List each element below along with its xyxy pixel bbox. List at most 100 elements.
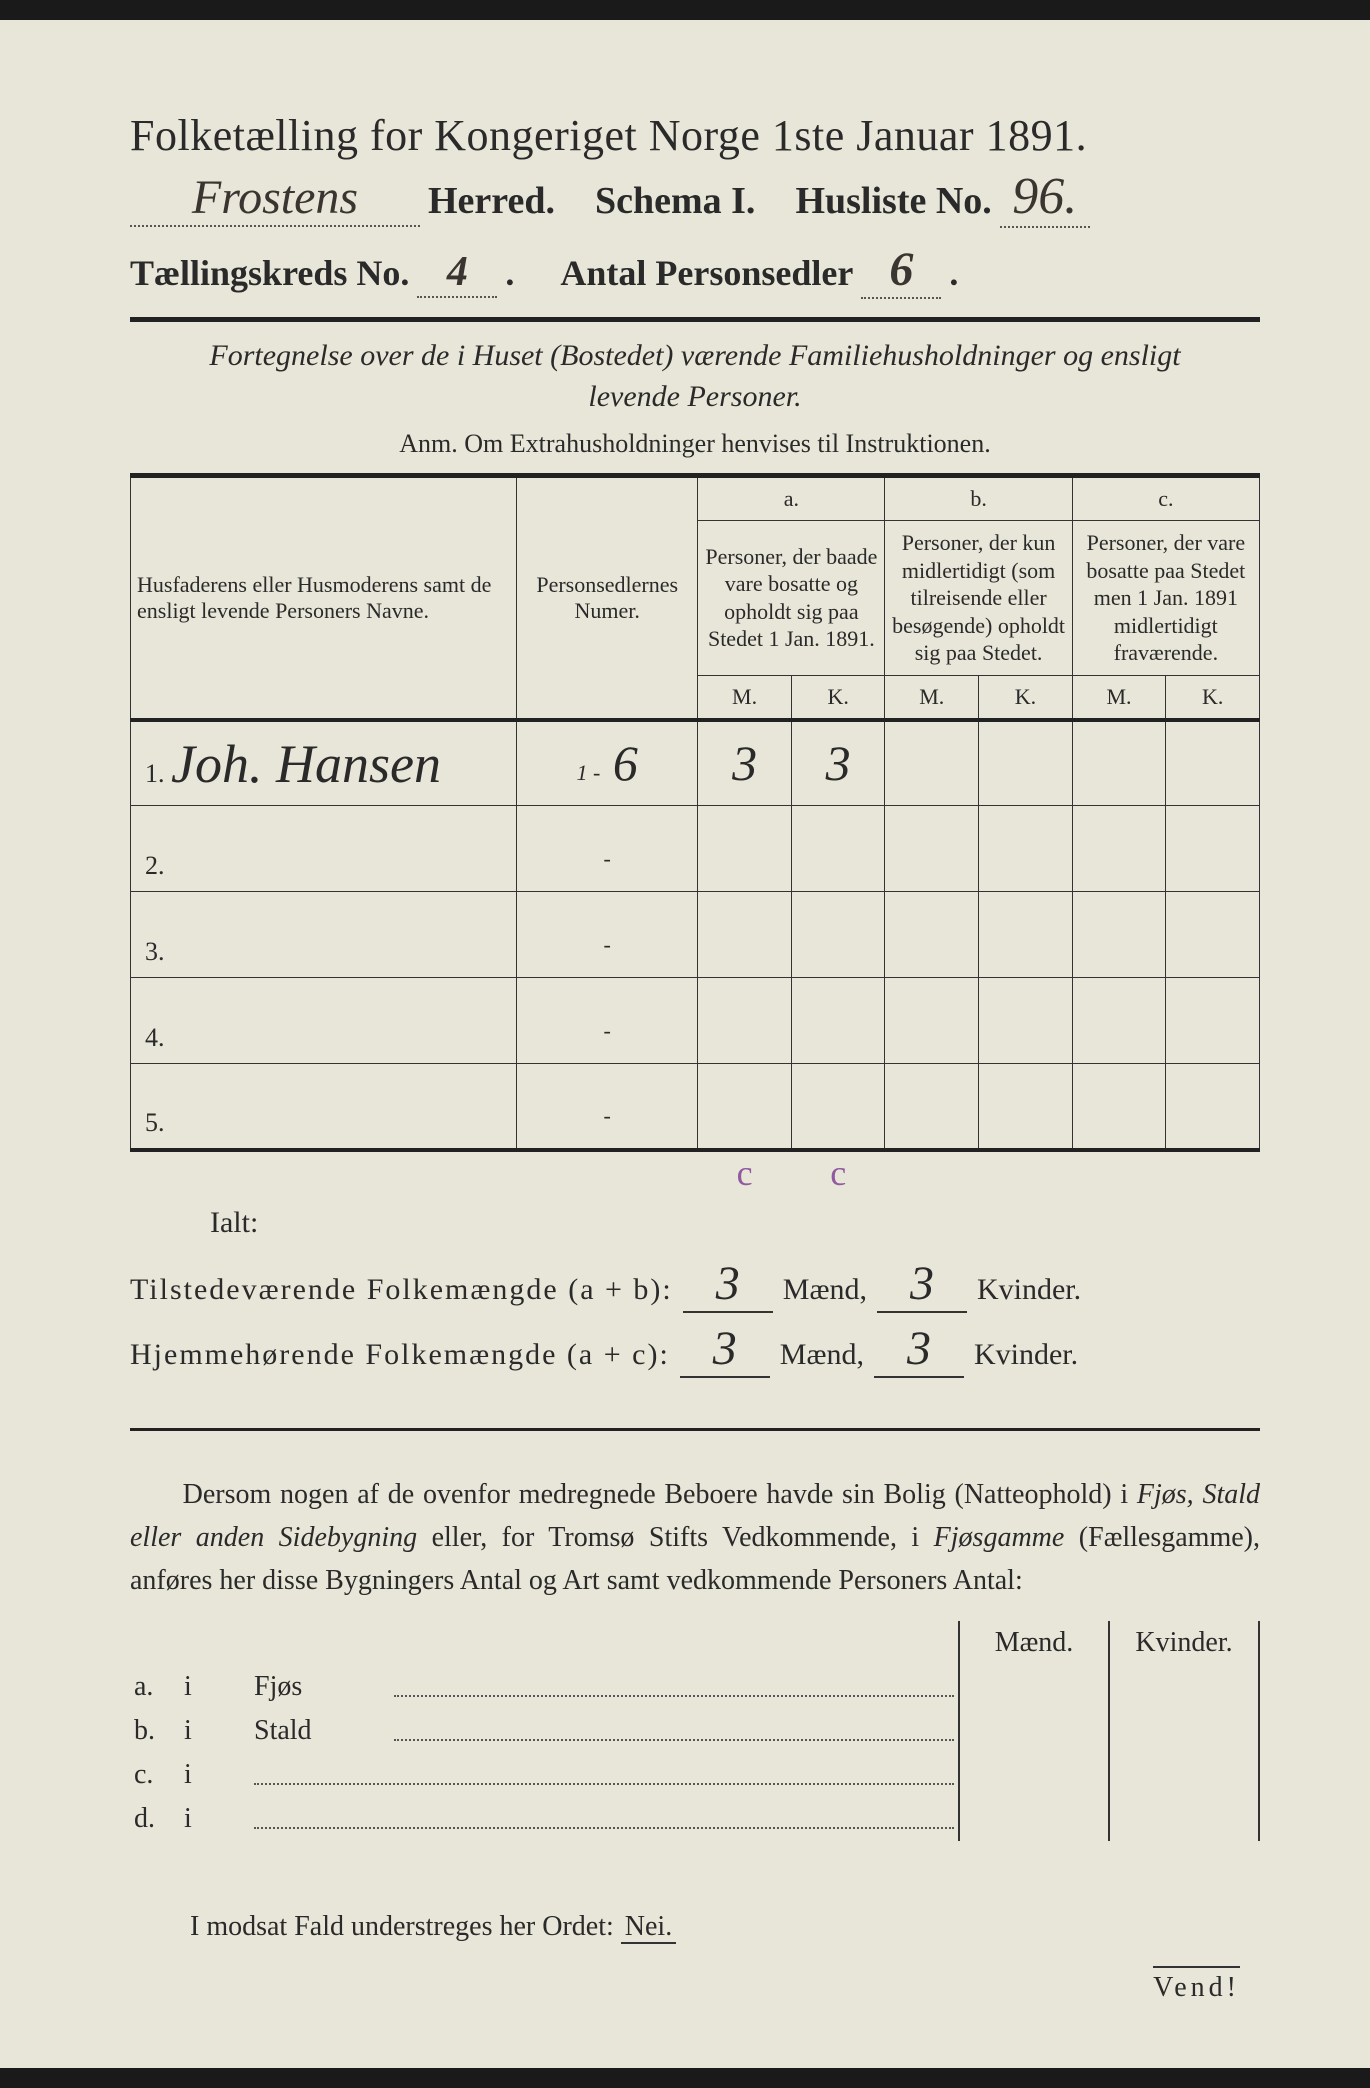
cell <box>1166 978 1260 1064</box>
ialt-label: Ialt: <box>210 1206 1260 1240</box>
col-b-head: b. <box>885 476 1072 521</box>
table-row: 5. - <box>131 1064 1260 1150</box>
dotted-line <box>394 1721 954 1741</box>
ob-kvinder-head: Kvinder. <box>1109 1621 1259 1665</box>
dotted-line <box>254 1809 954 1829</box>
ob-letter: b. <box>130 1709 180 1753</box>
husliste-value: 96. <box>1000 167 1090 228</box>
dotted-line <box>254 1765 954 1785</box>
cell-ck <box>1166 720 1260 806</box>
cell <box>979 806 1073 892</box>
cell-bk <box>979 720 1073 806</box>
schema-label: Schema I. <box>595 179 755 223</box>
tilstede-label: Tilstedeværende Folkemængde (a + b): <box>130 1273 673 1307</box>
ob-name: Fjøs <box>250 1665 390 1709</box>
col-a-head: a. <box>698 476 885 521</box>
personsedler-label: Antal Personsedler <box>560 252 853 294</box>
dersom-it2: Fjøsgamme <box>934 1522 1065 1553</box>
num-prefix: - <box>604 846 611 871</box>
ob-k <box>1109 1753 1259 1797</box>
dotted-line <box>394 1677 954 1697</box>
census-form-page: Folketælling for Kongeriget Norge 1ste J… <box>0 20 1370 2068</box>
kvinder-label: Kvinder. <box>977 1273 1081 1307</box>
modsat-text: I modsat Fald understreges her Ordet: <box>190 1911 621 1942</box>
cell <box>698 892 792 978</box>
col-name-text: Husfaderens eller Husmoderens samt de en… <box>137 572 491 623</box>
ob-m <box>959 1797 1109 1841</box>
vend-label: Vend! <box>1153 1966 1240 2004</box>
ob-k <box>1109 1709 1259 1753</box>
row-name: Joh. Hansen <box>171 734 441 794</box>
cell <box>1072 806 1166 892</box>
col-name-header: Husfaderens eller Husmoderens samt de en… <box>131 476 517 720</box>
row-num-cell: - <box>517 978 698 1064</box>
col-a-m: M. <box>698 675 792 720</box>
cell <box>791 978 885 1064</box>
ob-i: i <box>180 1797 250 1841</box>
check-mark: c <box>698 1150 792 1194</box>
col-b-k: K. <box>979 675 1073 720</box>
table-row: 1. Joh. Hansen 1 - 6 3 3 <box>131 720 1260 806</box>
cell <box>698 1064 792 1150</box>
cell <box>885 1064 979 1150</box>
cell <box>1166 1064 1260 1150</box>
ob-k <box>1109 1665 1259 1709</box>
col-c-m: M. <box>1072 675 1166 720</box>
cell <box>791 892 885 978</box>
divider <box>130 1428 1260 1431</box>
row-number: 1. <box>145 759 165 788</box>
cell-ak: 3 <box>791 720 885 806</box>
cell <box>698 806 792 892</box>
ob-k <box>1109 1797 1259 1841</box>
dersom-t2: eller, for Tromsø Stifts Vedkommende, i <box>417 1522 934 1553</box>
num-prefix: - <box>604 932 611 957</box>
kvinder-label: Kvinder. <box>974 1338 1078 1372</box>
table-row: 2. - <box>131 806 1260 892</box>
nei-word: Nei. <box>621 1911 676 1944</box>
dersom-paragraph: Dersom nogen af de ovenfor medregnede Be… <box>130 1473 1260 1603</box>
ob-maend-head: Mænd. <box>959 1621 1109 1665</box>
row-num-cell: - <box>517 892 698 978</box>
check-mark: c <box>791 1150 885 1194</box>
row-num-cell: - <box>517 806 698 892</box>
divider <box>130 317 1260 322</box>
cell <box>1072 978 1166 1064</box>
row-number: 4. <box>131 978 517 1064</box>
maend-label: Mænd, <box>780 1338 864 1372</box>
row-number: 5. <box>131 1064 517 1150</box>
ob-m <box>959 1753 1109 1797</box>
cell <box>885 892 979 978</box>
col-c-desc: Personer, der vare bosatte paa Stedet me… <box>1072 521 1259 676</box>
herred-value: Frostens <box>130 170 420 227</box>
col-a-desc: Personer, der baade vare bosatte og opho… <box>698 521 885 676</box>
totals-section: Ialt: Tilstedeværende Folkemængde (a + b… <box>130 1206 1260 1378</box>
hjemme-m: 3 <box>680 1321 770 1378</box>
num-prefix: - <box>604 1018 611 1043</box>
ob-letter: a. <box>130 1665 180 1709</box>
page-title: Folketælling for Kongeriget Norge 1ste J… <box>130 110 1260 161</box>
cell <box>1072 892 1166 978</box>
outbuilding-row: c. i <box>130 1753 1259 1797</box>
col-b-desc: Personer, der kun midlertidigt (som tilr… <box>885 521 1072 676</box>
herred-label: Herred. <box>428 179 555 223</box>
cell-am: 3 <box>698 720 792 806</box>
hjemme-line: Hjemmehørende Folkemængde (a + c): 3 Mæn… <box>130 1321 1260 1378</box>
row-name-cell: 1. Joh. Hansen <box>131 720 517 806</box>
tilstede-line: Tilstedeværende Folkemængde (a + b): 3 M… <box>130 1256 1260 1313</box>
subtitle-line2: levende Personer. <box>588 380 801 413</box>
ob-letter: d. <box>130 1797 180 1841</box>
cell-cm <box>1072 720 1166 806</box>
modsat-line: I modsat Fald understreges her Ordet: Ne… <box>190 1911 1260 1943</box>
cell <box>885 806 979 892</box>
ob-name: Stald <box>250 1709 390 1753</box>
hjemme-label: Hjemmehørende Folkemængde (a + c): <box>130 1338 670 1372</box>
ob-i: i <box>180 1753 250 1797</box>
outbuilding-row: b. i Stald <box>130 1709 1259 1753</box>
check-row: c c <box>131 1150 1260 1194</box>
ob-m <box>959 1665 1109 1709</box>
dersom-t1: Dersom nogen af de ovenfor medregnede Be… <box>183 1479 1137 1510</box>
col-a-k: K. <box>791 675 885 720</box>
table-row: 3. - <box>131 892 1260 978</box>
header-row-2: Frostens Herred. Schema I. Husliste No. … <box>130 167 1260 228</box>
subtitle: Fortegnelse over de i Huset (Bostedet) v… <box>130 336 1260 417</box>
